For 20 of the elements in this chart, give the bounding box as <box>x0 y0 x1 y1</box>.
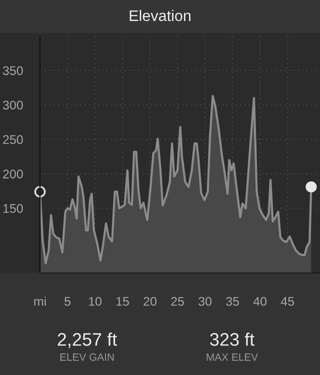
y-tick-label: 250 <box>3 135 23 144</box>
x-tick-label: 30 <box>198 296 212 306</box>
y-tick-label: 150 <box>3 204 23 213</box>
x-tick-label: 20 <box>144 296 156 306</box>
y-tick-label: 300 <box>2 100 23 110</box>
x-tick-label: 40 <box>253 296 267 306</box>
x-tick-label: 45 <box>280 297 294 306</box>
text: MAX ELEV <box>206 354 258 361</box>
text: ELEV GAIN <box>60 353 114 361</box>
y-tick-label: 350 <box>2 66 23 76</box>
x-tick-label: 25 <box>171 296 184 306</box>
x-tick-label: 10 <box>89 296 102 306</box>
y-tick-label: 200 <box>3 170 23 178</box>
x-tick-label: 15 <box>116 297 129 306</box>
chart-title: Elevation <box>130 10 190 22</box>
x-tick-label: 5 <box>64 297 70 306</box>
text: 2,257 ft <box>58 332 117 348</box>
text: 323 ft <box>210 332 254 346</box>
x-tick-label: 35 <box>226 296 239 306</box>
x-tick-label: mi <box>34 296 46 306</box>
